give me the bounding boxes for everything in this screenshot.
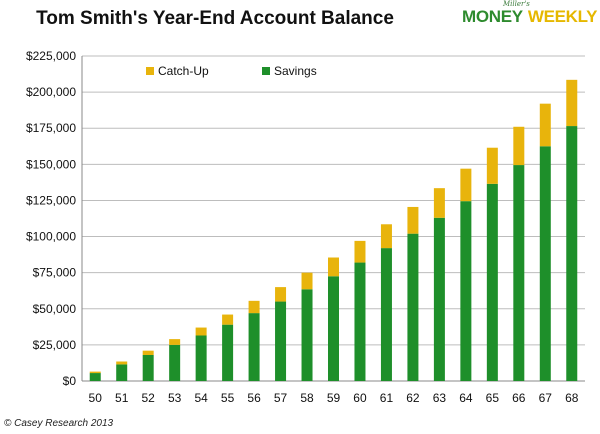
- x-tick-label: 61: [380, 391, 394, 405]
- logo-weekly: WEEKLY: [527, 7, 598, 26]
- catch-up-bar: [460, 168, 472, 202]
- savings-bar: [116, 364, 128, 381]
- savings-bar: [513, 165, 525, 381]
- x-tick-label: 60: [353, 391, 367, 405]
- y-tick-label: $225,000: [26, 49, 76, 63]
- savings-bar: [460, 201, 472, 381]
- catch-up-bar: [275, 287, 287, 302]
- y-tick-label: $75,000: [33, 266, 77, 280]
- x-tick-label: 54: [194, 391, 208, 405]
- savings-bar: [566, 126, 578, 381]
- logo-wordmark: MONEY WEEKLY: [462, 7, 598, 27]
- y-tick-label: $100,000: [26, 230, 76, 244]
- y-tick-label: $200,000: [26, 85, 76, 99]
- x-tick-label: 55: [221, 391, 235, 405]
- legend-swatch-savings: [262, 67, 270, 75]
- x-tick-label: 58: [300, 391, 314, 405]
- savings-bar: [354, 262, 366, 381]
- savings-bar: [433, 217, 445, 381]
- savings-bar: [142, 355, 154, 381]
- x-tick-label: 52: [142, 391, 156, 405]
- catch-up-bar: [380, 224, 392, 249]
- y-tick-label: $175,000: [26, 121, 76, 135]
- savings-bar: [301, 289, 313, 381]
- logo-money: MONEY: [462, 7, 523, 26]
- copyright-footer: © Casey Research 2013: [4, 418, 114, 429]
- catch-up-bar: [486, 147, 498, 184]
- y-tick-label: $25,000: [33, 338, 77, 352]
- money-weekly-logo: Miller's MONEY WEEKLY: [458, 0, 598, 30]
- savings-bar: [248, 313, 260, 381]
- catch-up-bar: [248, 300, 260, 314]
- catch-up-bar: [195, 327, 207, 336]
- savings-bar: [275, 301, 287, 381]
- y-tick-label: $0: [63, 374, 77, 388]
- y-tick-label: $150,000: [26, 157, 76, 171]
- x-tick-label: 67: [539, 391, 553, 405]
- chart-title: Tom Smith's Year-End Account Balance: [36, 8, 394, 29]
- catch-up-bar: [433, 188, 445, 218]
- savings-bar: [380, 248, 392, 381]
- y-tick-label: $125,000: [26, 193, 76, 207]
- savings-bar: [539, 146, 551, 381]
- catch-up-bar: [407, 206, 419, 234]
- x-tick-label: 63: [433, 391, 447, 405]
- savings-bar: [222, 324, 234, 381]
- x-tick-label: 68: [565, 391, 579, 405]
- catch-up-bar: [301, 272, 313, 290]
- savings-bar: [195, 335, 207, 381]
- catch-up-bar: [89, 371, 101, 374]
- x-tick-label: 51: [115, 391, 129, 405]
- y-tick-label: $50,000: [33, 302, 77, 316]
- x-tick-label: 50: [89, 391, 103, 405]
- x-tick-label: 64: [459, 391, 473, 405]
- x-tick-label: 62: [406, 391, 420, 405]
- savings-bar: [486, 183, 498, 381]
- savings-bar: [169, 344, 181, 381]
- catch-up-bar: [513, 126, 525, 166]
- catch-up-bar: [354, 240, 366, 263]
- savings-bar: [407, 233, 419, 381]
- catch-up-bar: [566, 79, 578, 127]
- x-tick-label: 56: [247, 391, 261, 405]
- x-tick-label: 59: [327, 391, 341, 405]
- catch-up-bar: [142, 350, 154, 355]
- catch-up-bar: [169, 339, 181, 345]
- catch-up-bar: [328, 257, 339, 277]
- savings-bar: [328, 276, 339, 381]
- x-tick-label: 57: [274, 391, 288, 405]
- catch-up-bar: [116, 361, 128, 365]
- legend-label-catch-up: Catch-Up: [158, 64, 209, 78]
- legend-swatch-catch-up: [146, 67, 154, 75]
- x-tick-label: 65: [486, 391, 500, 405]
- legend-label-savings: Savings: [274, 64, 317, 78]
- catch-up-bar: [222, 314, 234, 325]
- x-tick-label: 66: [512, 391, 526, 405]
- catch-up-bar: [539, 103, 551, 147]
- savings-bar: [89, 373, 101, 381]
- logo-tagline: Miller's: [503, 0, 530, 8]
- x-tick-label: 53: [168, 391, 182, 405]
